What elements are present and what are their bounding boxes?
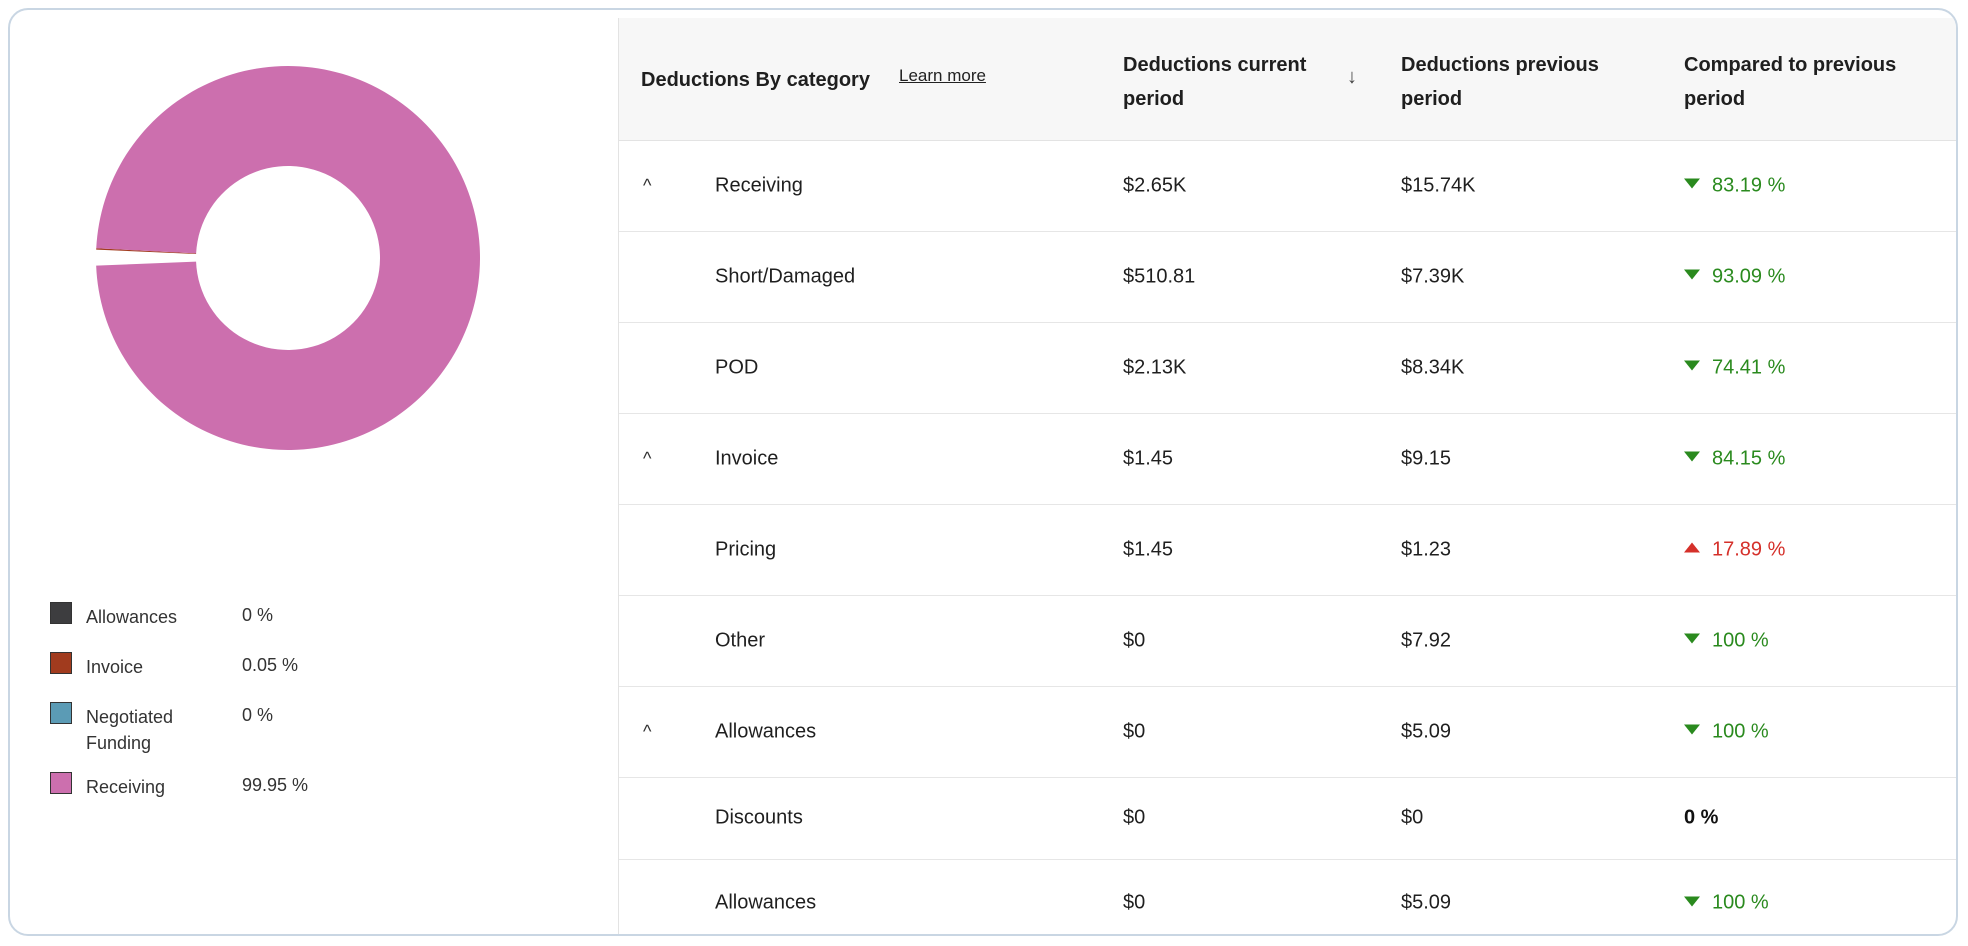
row-current-value: $2.13K	[1123, 356, 1187, 378]
collapse-chevron-icon[interactable]: ^	[643, 721, 652, 741]
row-current-value: $510.81	[1123, 265, 1196, 287]
row-current-value: $1.45	[1123, 447, 1174, 469]
legend-item-allowances: Allowances 0 %	[50, 602, 370, 652]
table-header: Deductions By category Learn more Deduct…	[619, 18, 1956, 141]
legend-item-receiving: Receiving 99.95 %	[50, 772, 370, 822]
row-previous-value: $8.34K	[1401, 356, 1465, 378]
header-current-period[interactable]: Deductions current period	[1123, 54, 1307, 110]
table-row: Discounts $0 $0 0 %	[619, 777, 1956, 860]
legend-swatch	[50, 772, 72, 794]
legend-item-negotiated-funding: Negotiated Funding 0 %	[50, 702, 370, 772]
collapse-chevron-icon[interactable]: ^	[643, 448, 652, 468]
trend-down-icon	[1684, 178, 1700, 189]
table-row[interactable]: ^ Allowances $0 $5.09 100 %	[619, 686, 1956, 778]
legend-swatch	[50, 602, 72, 624]
trend-down-icon	[1684, 724, 1700, 735]
header-category: Deductions By category	[641, 69, 870, 91]
row-previous-value: $5.09	[1401, 891, 1452, 914]
row-category: Receiving	[715, 174, 803, 196]
legend-label: Allowances	[86, 607, 178, 627]
legend-value: 0 %	[242, 605, 274, 625]
row-compare-value: 74.41 %	[1712, 356, 1786, 378]
trend-down-icon	[1684, 269, 1700, 280]
row-current-value: $0	[1123, 720, 1146, 742]
row-category: Allowances	[715, 720, 817, 742]
row-previous-value: $5.09	[1401, 720, 1452, 742]
table-row: Allowances $0 $5.09 100 %	[619, 859, 1956, 934]
trend-down-icon	[1684, 633, 1700, 644]
row-category: Pricing	[715, 538, 777, 560]
row-previous-value: $0	[1401, 806, 1424, 829]
row-compare: 17.89 %	[1684, 538, 1785, 561]
row-compare-value: 93.09 %	[1712, 265, 1786, 287]
deductions-donut-chart	[96, 65, 480, 451]
row-compare: 84.15 %	[1684, 447, 1785, 470]
header-previous-period[interactable]: Deductions previous period	[1401, 54, 1599, 110]
deductions-table: Deductions By category Learn more Deduct…	[618, 18, 1956, 934]
table-row[interactable]: ^ Invoice $1.45 $9.15 84.15 %	[619, 413, 1956, 505]
table-row: POD $2.13K $8.34K 74.41 %	[619, 322, 1956, 414]
row-compare-value: 83.19 %	[1712, 174, 1786, 196]
legend-value: 0 %	[242, 705, 274, 725]
row-current-value: $0	[1123, 629, 1146, 651]
legend-value: 0.05 %	[242, 655, 299, 675]
table-row[interactable]: ^ Receiving $2.65K $15.74K 83.19 %	[619, 140, 1956, 232]
row-compare-value: 84.15 %	[1712, 447, 1786, 469]
legend-swatch	[50, 702, 72, 724]
row-compare-value: 100 %	[1712, 891, 1769, 914]
row-current-value: $0	[1123, 806, 1146, 829]
row-previous-value: $1.23	[1401, 538, 1452, 560]
donut-slice-invoice[interactable]	[96, 248, 197, 254]
row-previous-value: $7.92	[1401, 629, 1452, 651]
row-compare: 100 %	[1684, 629, 1769, 652]
row-compare: 100 %	[1684, 892, 1769, 915]
donut-slice-receiving[interactable]	[96, 65, 480, 451]
row-category: Other	[715, 629, 766, 651]
row-current-value: $2.65K	[1123, 174, 1187, 196]
row-current-value: $1.45	[1123, 538, 1174, 560]
row-category: Invoice	[715, 447, 779, 469]
table-row: Short/Damaged $510.81 $7.39K 93.09 %	[619, 231, 1956, 323]
collapse-chevron-icon[interactable]: ^	[643, 175, 652, 195]
row-previous-value: $7.39K	[1401, 265, 1465, 287]
row-category: Short/Damaged	[715, 265, 856, 287]
trend-down-icon	[1684, 896, 1700, 907]
trend-down-icon	[1684, 451, 1700, 462]
legend-label: Negotiated Funding	[86, 707, 174, 753]
row-category: Discounts	[715, 806, 803, 829]
row-compare-value: 100 %	[1712, 720, 1769, 742]
legend-value: 99.95 %	[242, 775, 309, 795]
legend-item-invoice: Invoice 0.05 %	[50, 652, 370, 702]
table-row: Other $0 $7.92 100 %	[619, 595, 1956, 687]
trend-up-icon	[1684, 542, 1700, 553]
row-previous-value: $15.74K	[1401, 174, 1476, 196]
row-category: POD	[715, 356, 759, 378]
legend-swatch	[50, 652, 72, 674]
sort-down-icon[interactable]: ↓	[1347, 66, 1357, 88]
deductions-card: Allowances 0 % Invoice 0.05 % Negotiated…	[8, 8, 1958, 936]
row-compare-value: 0 %	[1684, 806, 1719, 829]
row-compare: 83.19 %	[1684, 174, 1785, 197]
row-current-value: $0	[1123, 891, 1146, 914]
row-compare: 100 %	[1684, 720, 1769, 743]
row-previous-value: $9.15	[1401, 447, 1452, 469]
row-compare: 74.41 %	[1684, 356, 1785, 379]
row-compare: 93.09 %	[1684, 265, 1785, 288]
row-compare-value: 17.89 %	[1712, 538, 1786, 560]
table-row: Pricing $1.45 $1.23 17.89 %	[619, 504, 1956, 596]
chart-panel: Allowances 0 % Invoice 0.05 % Negotiated…	[10, 10, 620, 934]
learn-more-link[interactable]: Learn more	[899, 66, 986, 85]
row-compare-value: 100 %	[1712, 629, 1769, 651]
legend-label: Receiving	[86, 777, 166, 797]
legend-label: Invoice	[86, 657, 144, 677]
header-compared[interactable]: Compared to previous period	[1684, 54, 1897, 110]
trend-down-icon	[1684, 360, 1700, 371]
row-category: Allowances	[715, 891, 817, 914]
chart-legend: Allowances 0 % Invoice 0.05 % Negotiated…	[50, 602, 370, 822]
row-compare: 0 %	[1684, 807, 1718, 830]
